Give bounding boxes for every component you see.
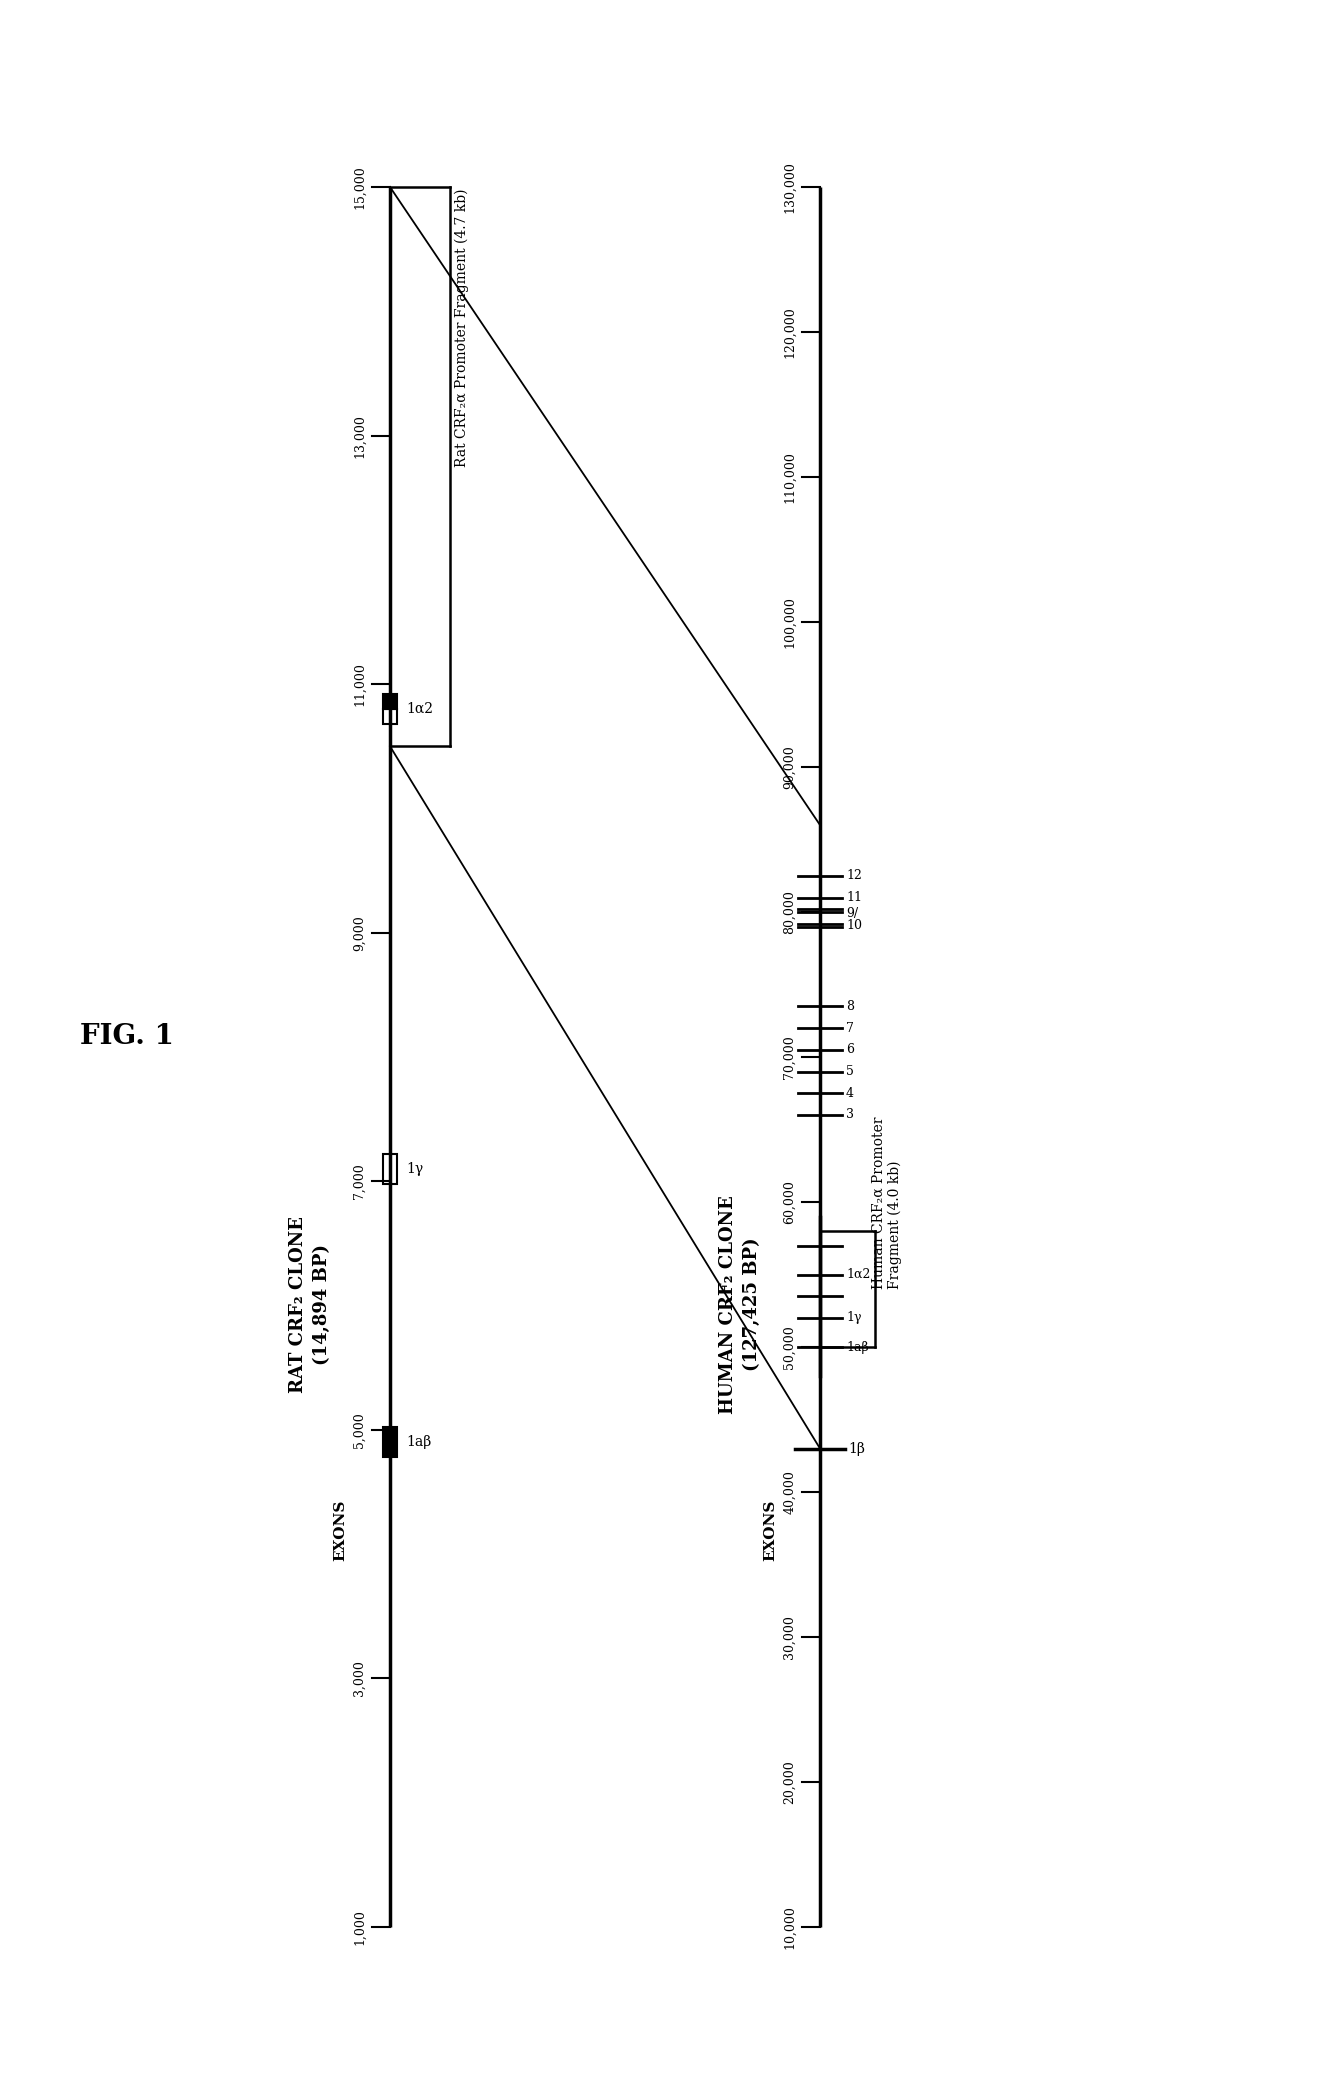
Text: 4: 4 [845,1087,853,1100]
Text: 13,000: 13,000 [353,413,366,457]
Text: 60,000: 60,000 [784,1179,796,1223]
Text: 70,000: 70,000 [784,1035,796,1079]
Text: 1,000: 1,000 [353,1910,366,1945]
Text: Rat CRF₂α Promoter Fragment (4.7 kb): Rat CRF₂α Promoter Fragment (4.7 kb) [454,188,469,467]
Text: 12: 12 [845,870,862,883]
Text: 110,000: 110,000 [784,451,796,503]
Text: FIG. 1: FIG. 1 [81,1023,173,1050]
Text: 3: 3 [845,1108,853,1121]
Text: 130,000: 130,000 [784,161,796,213]
Text: 80,000: 80,000 [784,889,796,935]
Text: 5: 5 [845,1064,853,1079]
Text: 1γ: 1γ [406,1162,423,1175]
Text: 120,000: 120,000 [784,307,796,357]
Text: HUMAN CRF₂ CLONE
(127,425 BP): HUMAN CRF₂ CLONE (127,425 BP) [719,1196,761,1413]
Text: 1α2: 1α2 [406,701,433,716]
Text: 40,000: 40,000 [784,1469,796,1513]
Text: 1aβ: 1aβ [845,1340,868,1354]
Text: EXONS: EXONS [333,1501,347,1561]
Text: 30,000: 30,000 [784,1615,796,1659]
Bar [383,1428,396,1457]
Text: 9,000: 9,000 [353,914,366,950]
Text: 1β: 1β [848,1442,866,1455]
Text: 6: 6 [845,1044,853,1056]
Text: 20,000: 20,000 [784,1759,796,1803]
Text: 7: 7 [845,1021,853,1035]
Text: 9/
10: 9/ 10 [845,906,862,931]
Text: 11: 11 [845,891,862,904]
Text: Human CRF₂α Promoter
Fragment (4.0 kb): Human CRF₂α Promoter Fragment (4.0 kb) [872,1117,902,1290]
Bar [383,1154,396,1183]
Text: RAT CRF₂ CLONE
(14,894 BP): RAT CRF₂ CLONE (14,894 BP) [289,1217,331,1392]
Text: 1γ: 1γ [845,1311,862,1325]
Text: 11,000: 11,000 [353,662,366,705]
Text: 5,000: 5,000 [353,1413,366,1448]
Text: 1aβ: 1aβ [406,1436,431,1448]
Text: 15,000: 15,000 [353,165,366,209]
Bar [383,710,396,724]
Text: 50,000: 50,000 [784,1325,796,1369]
Text: EXONS: EXONS [763,1501,777,1561]
Text: 3,000: 3,000 [353,1661,366,1697]
Text: 8: 8 [845,1000,853,1012]
Text: 10,000: 10,000 [784,1905,796,1949]
Bar [383,695,396,710]
Text: 100,000: 100,000 [784,597,796,647]
Text: 7,000: 7,000 [353,1162,366,1200]
Text: 1α2: 1α2 [845,1269,871,1281]
Text: 90,000: 90,000 [784,745,796,789]
